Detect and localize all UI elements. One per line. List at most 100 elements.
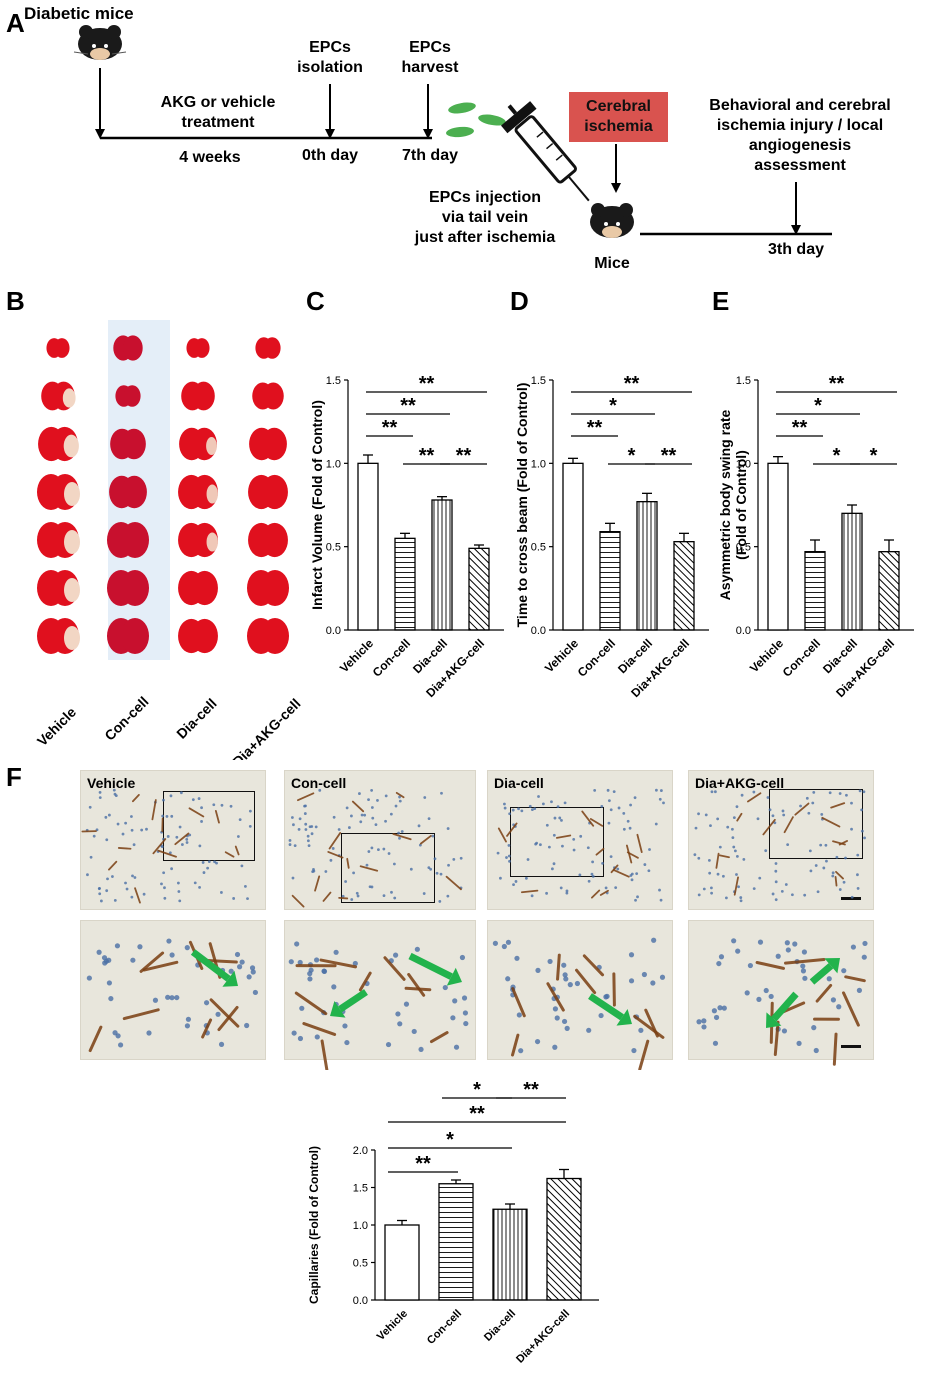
y-axis-label: Time to cross beam (Fold of Control) [514, 383, 530, 628]
isolation-line-1: EPCs [309, 39, 351, 56]
micrograph-label-dia-akg-cell: Dia+AKG-cell [695, 775, 785, 791]
brain-slice [178, 474, 218, 510]
brain-slice [107, 618, 149, 654]
syringe-icon [501, 101, 590, 202]
brain-slice [248, 474, 288, 510]
brain-slice [179, 427, 217, 461]
micrograph-vehicle-overview: Vehicle [80, 770, 266, 910]
significance-label: ** [415, 1153, 431, 1175]
ischemia-line-2: ischemia [584, 118, 653, 135]
micrograph-vehicle-zoom [80, 920, 266, 1060]
panel-label-c: C [306, 286, 325, 316]
brain-slice [41, 381, 76, 411]
brain-slice [247, 570, 289, 606]
zoom-region-box [510, 807, 604, 877]
brain-slice [249, 427, 287, 461]
slice-group-labels: Vehicle Con-cell Dia-cell Dia+AKG-cell [34, 693, 304, 760]
panel-label-d: D [510, 286, 529, 316]
significance-label: * [609, 395, 617, 417]
bar-chart-body-swing: 0.0 0.5 1.0 1.5 Asymmetric body swing rate (F… [717, 373, 914, 700]
diabetic-mice-label: Diabetic mice [24, 4, 134, 23]
brain-slice [181, 381, 215, 411]
significance-label: ** [523, 1080, 539, 1101]
significance-label: ** [792, 417, 808, 439]
x-tick-label: Con-cell [780, 636, 823, 679]
epc-cells-icon [446, 102, 506, 138]
significance-label: ** [587, 417, 603, 439]
brain-slice [110, 428, 146, 460]
isolation-line-2: isolation [297, 59, 363, 76]
ischemia-line-1: Cerebral [586, 98, 651, 115]
micrograph-dia-cell-zoom [487, 920, 673, 1060]
brain-slice [247, 618, 289, 654]
brain-slice [248, 522, 288, 558]
injection-line-3: just after ischemia [414, 229, 556, 246]
brain-slice [255, 337, 281, 359]
bar [394, 537, 416, 631]
micrograph-label-dia-cell: Dia-cell [494, 775, 544, 791]
bar [673, 541, 695, 631]
significance-label: ** [456, 445, 472, 467]
scale-bar [841, 897, 861, 900]
significance-label: * [870, 445, 878, 467]
y-axis-label: Capillaries (Fold of Control) [307, 1146, 321, 1304]
brain-slice [37, 474, 80, 510]
y-tick-label: 1.0 [736, 458, 751, 470]
significance-label: ** [400, 395, 416, 417]
zoom-region-box [769, 789, 863, 859]
y-tick-label: 1.5 [531, 375, 546, 387]
x-tick-label: Dia+AKG-cell [514, 1308, 572, 1366]
x-tick-label: Vehicle [375, 1308, 410, 1343]
significance-label: ** [419, 373, 435, 395]
micrograph-dia-cell-overview: Dia-cell [487, 770, 673, 910]
brain-slice [178, 570, 218, 606]
y-tick-label: 0.5 [736, 542, 751, 554]
y-tick-label: 0.5 [326, 542, 341, 554]
day0-label: 0th day [301, 147, 358, 164]
zoom-region-box [163, 791, 255, 861]
brain-slices-image [37, 320, 289, 660]
y-tick-label: 1.0 [531, 458, 546, 470]
bar [384, 1224, 420, 1301]
significance-label: ** [382, 417, 398, 439]
panel-label-a: A [6, 8, 25, 38]
harvest-label: EPCs harvest [390, 38, 470, 78]
y-tick-label: 0.5 [353, 1258, 368, 1270]
injection-line-2: via tail vein [441, 209, 529, 226]
mouse-icon [590, 203, 634, 238]
treatment-line-2: treatment [181, 114, 255, 131]
micrograph-label-vehicle: Vehicle [87, 775, 136, 791]
x-tick-label: Con-cell [575, 636, 618, 679]
brain-slice [109, 475, 147, 509]
panel-label-b: B [6, 286, 25, 316]
bar [636, 501, 658, 631]
bar [878, 551, 900, 631]
significance-label: * [446, 1129, 454, 1151]
brain-slice [46, 338, 70, 358]
slice-label-dia-cell: Dia-cell [173, 695, 220, 742]
y-tick-label: 1.5 [353, 1183, 368, 1195]
y-tick-label: 0.0 [353, 1295, 368, 1307]
y-axis-label: Asymmetric body swing rate [717, 409, 733, 600]
assessment-line-2: ischemia injury / local [716, 117, 884, 134]
brain-slice [37, 570, 80, 606]
mouse-icon [73, 25, 127, 60]
brain-slice [37, 618, 80, 654]
x-tick-label: Con-cell [370, 636, 413, 679]
y-axis-label: (Fold of Control) [733, 450, 749, 560]
brain-slice [113, 335, 143, 361]
isolation-label: EPCs isolation [290, 38, 370, 78]
timeline-diagram [73, 25, 832, 238]
bar-chart-capillaries: 0.0 0.5 1.0 1.5 2.0 Capillaries (Fold of Cont… [307, 1080, 599, 1366]
significance-label: ** [829, 373, 845, 395]
micrograph-label-con-cell: Con-cell [291, 775, 347, 791]
assessment-line-4: assessment [754, 157, 846, 174]
slice-label-dia-akg-cell: Dia+AKG-cell [229, 695, 303, 760]
harvest-line-2: harvest [401, 59, 459, 76]
treatment-label: AKG or vehicle treatment [148, 93, 288, 133]
mice-label: Mice [594, 255, 630, 272]
bar [767, 462, 789, 631]
significance-label: * [833, 445, 841, 467]
significance-label: ** [661, 445, 677, 467]
